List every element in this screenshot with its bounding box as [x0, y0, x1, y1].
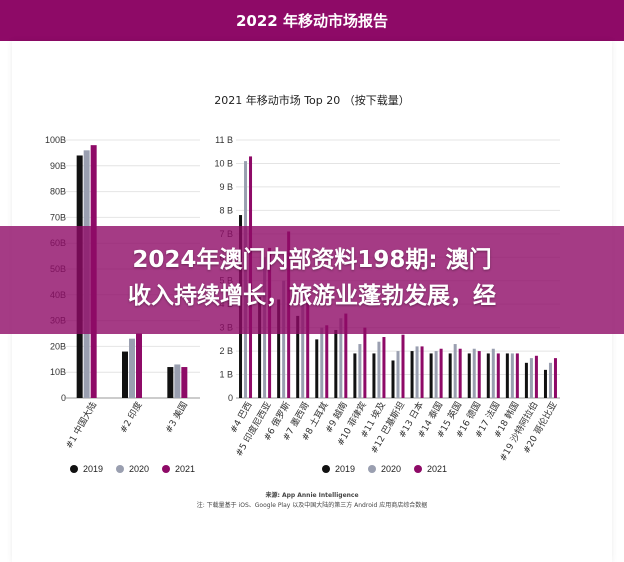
- y-tick-label: 100B: [45, 135, 66, 145]
- bar-2019: [486, 353, 490, 398]
- bar-2020: [415, 346, 419, 398]
- y-tick-label: 10B: [50, 367, 66, 377]
- bar-2021: [420, 346, 424, 398]
- legend-label-2020: 2020: [129, 464, 149, 474]
- y-tick-label: 9 B: [219, 182, 233, 192]
- bar-2021: [306, 297, 310, 398]
- y-tick-label: 11 B: [215, 135, 233, 145]
- bar-2019: [296, 315, 300, 398]
- bar-2020: [339, 318, 343, 398]
- bar-2020: [377, 341, 381, 398]
- bar-2021: [401, 334, 405, 398]
- bar-2020: [358, 344, 362, 398]
- bar-2019: [167, 367, 174, 398]
- bar-2021: [534, 355, 538, 398]
- bar-2021: [458, 348, 462, 398]
- source-label: 来源: App Annie Intelligence: [265, 491, 358, 499]
- bar-2020: [510, 353, 514, 398]
- chart-title: 2021 年移动市场 Top 20 （按下载量）: [214, 93, 410, 107]
- legend-label-2019: 2019: [335, 464, 355, 474]
- y-tick-label: 0: [61, 393, 66, 403]
- bar-2021: [477, 351, 481, 398]
- legend-left: 2019 2020 2021: [70, 464, 195, 474]
- bar-2020: [529, 358, 533, 398]
- bar-2020: [282, 280, 286, 398]
- bar-2021: [325, 325, 329, 398]
- y-tick-label: 90B: [50, 161, 66, 171]
- category-label: #1 中国大陆: [63, 400, 99, 451]
- bar-2019: [353, 353, 357, 398]
- y-tick-label: 20B: [50, 341, 66, 351]
- legend-label-2021: 2021: [175, 464, 195, 474]
- legend-label-2021: 2021: [427, 464, 447, 474]
- bar-2020: [472, 348, 476, 398]
- legend-label-2020: 2020: [381, 464, 401, 474]
- bar-2021: [136, 333, 142, 398]
- source-note: 注: 下载量基于 iOS、Google Play 以及中国大陆的第三方 Andr…: [197, 501, 428, 509]
- bar-2021: [553, 358, 557, 398]
- bar-2019: [410, 351, 414, 398]
- legend-swatch-2019: [322, 465, 330, 473]
- legend-label-2019: 2019: [83, 464, 103, 474]
- bar-2019: [467, 353, 471, 398]
- report-title: 2022 年移动市场报告: [236, 12, 388, 30]
- bar-2019: [315, 339, 319, 398]
- y-tick-label: 70B: [50, 212, 66, 222]
- bar-2021: [363, 327, 367, 398]
- bar-2019: [429, 353, 433, 398]
- y-tick-label: 1 B: [219, 370, 233, 380]
- legend-swatch-2021: [414, 465, 422, 473]
- bar-2020: [434, 351, 438, 398]
- bar-2021: [344, 313, 348, 398]
- legend-swatch-2019: [70, 465, 78, 473]
- category-label: #3 美国: [162, 400, 189, 436]
- category-label: #2 印度: [117, 400, 144, 436]
- bar-2020: [453, 344, 457, 398]
- y-tick-label: 10 B: [214, 158, 233, 168]
- y-tick-label: 0: [228, 393, 233, 403]
- legend-right: 2019 2020 2021: [322, 464, 447, 474]
- bar-2019: [122, 351, 128, 398]
- y-tick-label: 80B: [50, 187, 66, 197]
- bar-2020: [129, 338, 135, 398]
- y-tick-label: 8 B: [219, 205, 233, 215]
- bar-2019: [277, 299, 281, 398]
- legend-swatch-2021: [162, 465, 170, 473]
- bar-2019: [372, 353, 376, 398]
- bar-2020: [301, 304, 305, 398]
- bar-2019: [391, 360, 395, 398]
- bar-2020: [491, 348, 495, 398]
- bar-2019: [448, 353, 452, 398]
- bar-2020: [320, 327, 324, 398]
- bar-2019: [543, 369, 547, 398]
- bar-2021: [439, 348, 443, 398]
- bar-2021: [515, 353, 519, 398]
- bar-2021: [382, 337, 386, 398]
- bar-2020: [174, 364, 181, 398]
- legend-swatch-2020: [116, 465, 124, 473]
- headline-line-2: 收入持续增长，旅游业蓬勃发展，经: [128, 283, 496, 309]
- y-tick-label: 2 B: [219, 346, 233, 356]
- headline-banner: 2024年澳门内部资料198期: 澳门 收入持续增长，旅游业蓬勃发展，经: [0, 226, 624, 334]
- bar-2020: [548, 362, 552, 398]
- bar-2021: [181, 367, 188, 398]
- bar-2019: [505, 353, 509, 398]
- bar-2020: [396, 351, 400, 398]
- bar-2021: [496, 353, 500, 398]
- bar-2019: [258, 297, 262, 398]
- bar-2019: [334, 329, 338, 398]
- legend-swatch-2020: [368, 465, 376, 473]
- report-header: 2022 年移动市场报告: [0, 0, 624, 41]
- bar-2019: [524, 362, 528, 398]
- headline-line-1: 2024年澳门内部资料198期: 澳门: [132, 247, 492, 273]
